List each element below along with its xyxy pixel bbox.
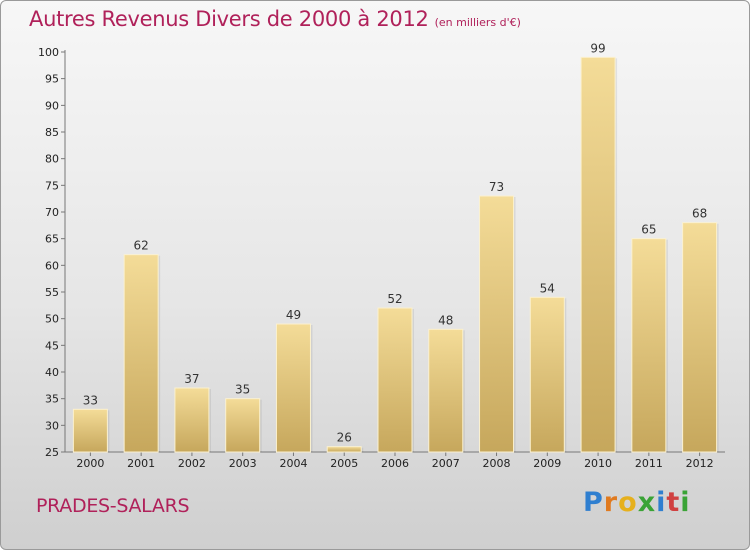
logo-letter: x <box>637 487 657 518</box>
proxiti-logo[interactable]: Proxiti <box>583 487 691 518</box>
y-tick-label: 30 <box>45 419 59 432</box>
bar-2011 <box>631 238 667 453</box>
x-tick-label: 2011 <box>635 457 663 470</box>
location-name: PRADES-SALARS <box>36 495 190 517</box>
labels-group: 2000 33 2001 62 2002 37 2003 35 2004 49 2005 26 2006… <box>76 41 713 470</box>
x-tick-label: 2010 <box>584 457 612 470</box>
data-label: 54 <box>540 281 555 295</box>
y-tick-label: 100 <box>38 46 59 59</box>
logo-letter: P <box>583 487 604 518</box>
logo-letter: t <box>666 487 681 518</box>
x-tick-label: 2003 <box>229 457 257 470</box>
bar-2007 <box>428 328 464 453</box>
bar-2001 <box>123 254 159 453</box>
data-label: 52 <box>387 292 402 306</box>
axes: 25 30 35 40 45 50 55 60 65 70 75 80 85 90 95 100 <box>38 46 725 459</box>
logo-letter: i <box>656 487 667 518</box>
y-tick-label: 40 <box>45 366 59 379</box>
data-label: 26 <box>337 431 352 445</box>
data-label: 37 <box>184 372 199 386</box>
y-tick-label: 95 <box>45 73 59 86</box>
bar-2012 <box>682 222 718 453</box>
y-tick-label: 45 <box>45 339 59 352</box>
y-tick-label: 35 <box>45 393 59 406</box>
y-tick-label: 65 <box>45 233 59 246</box>
data-label: 48 <box>438 313 453 327</box>
y-tick-label: 55 <box>45 286 59 299</box>
y-tick-label: 85 <box>45 126 59 139</box>
x-tick-label: 2006 <box>381 457 409 470</box>
data-label: 65 <box>641 223 656 237</box>
data-label: 35 <box>235 383 250 397</box>
logo-letter: i <box>680 487 691 518</box>
data-label: 62 <box>134 239 149 253</box>
bar-2003 <box>225 398 261 453</box>
x-tick-label: 2001 <box>127 457 155 470</box>
x-tick-label: 2009 <box>533 457 561 470</box>
chart-title-block: Autres Revenus Divers de 2000 à 2012 (en … <box>29 7 521 31</box>
x-tick-label: 2000 <box>76 457 104 470</box>
logo-letter: o <box>618 487 638 518</box>
data-label: 68 <box>692 207 707 221</box>
bars-group <box>72 56 719 453</box>
logo-letter: r <box>603 487 619 518</box>
bar-2000 <box>72 408 108 453</box>
data-label: 73 <box>489 180 504 194</box>
bar-2005 <box>326 446 362 453</box>
data-label: 49 <box>286 308 301 322</box>
data-label: 33 <box>83 393 98 407</box>
x-tick-label: 2007 <box>432 457 460 470</box>
chart-title: Autres Revenus Divers de 2000 à 2012 <box>29 7 429 31</box>
bar-2009 <box>529 296 565 453</box>
bar-2010 <box>580 56 616 453</box>
y-tick-label: 70 <box>45 206 59 219</box>
y-tick-label: 50 <box>45 313 59 326</box>
y-tick-label: 25 <box>45 446 59 459</box>
chart-subtitle: (en milliers d'€) <box>434 16 521 29</box>
x-tick-label: 2004 <box>279 457 307 470</box>
bar-2006 <box>377 307 413 453</box>
x-tick-label: 2012 <box>686 457 714 470</box>
x-tick-label: 2005 <box>330 457 358 470</box>
y-tick-label: 80 <box>45 153 59 166</box>
y-tick-label: 75 <box>45 179 59 192</box>
bar-2004 <box>275 323 311 453</box>
data-label: 99 <box>590 41 605 55</box>
x-tick-label: 2002 <box>178 457 206 470</box>
bar-2008 <box>479 195 515 453</box>
x-tick-label: 2008 <box>483 457 511 470</box>
y-tick-label: 90 <box>45 99 59 112</box>
bar-2002 <box>174 387 210 453</box>
y-tick-label: 60 <box>45 259 59 272</box>
